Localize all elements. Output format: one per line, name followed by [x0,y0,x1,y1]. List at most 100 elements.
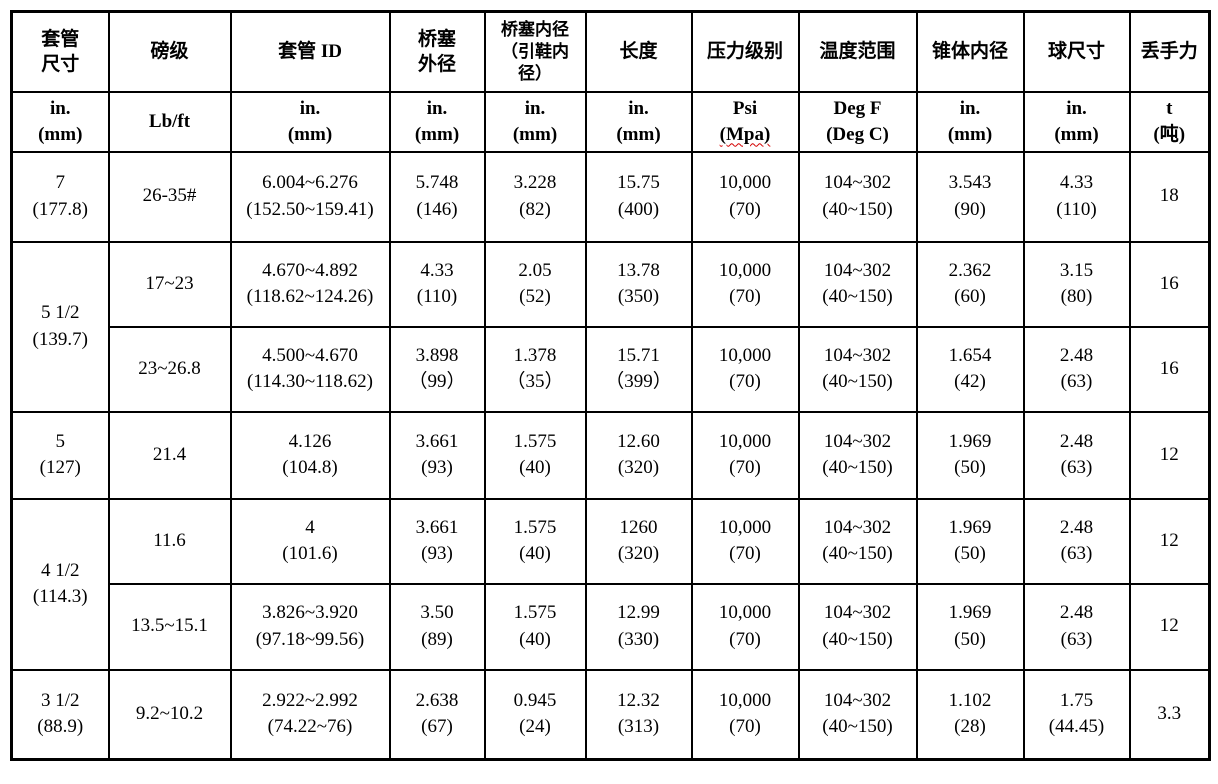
cell-pressure: 10,000 (70) [690,240,800,328]
cell-plug-id: 1.575 (40) [483,582,587,671]
cell-cone-id: 1.969 (50) [915,582,1025,671]
cell-weight-grade: 26-35# [107,150,232,243]
cell-length: 15.71 （399） [584,325,693,413]
cell-length: 15.75 (400) [584,150,693,243]
cell-casing-size: 7 (177.8) [10,150,110,243]
cell-pressure: 10,000 (70) [690,582,800,671]
cell-plug-od: 3.50 (89) [388,582,486,671]
table-row: 5 1/2 (139.7) 17~23 4.670~4.892 (118.62~… [10,240,1211,413]
cell-drop-force: 12 [1128,410,1211,500]
cell-weight-grade: 23~26.8 [107,325,232,413]
cell-plug-id: 1.378 （35） [483,325,587,413]
cell-ball-size: 2.48 (63) [1022,582,1131,671]
cell-ball-size: 2.48 (63) [1022,497,1131,585]
cell-cone-id: 1.969 (50) [915,497,1025,585]
cell-plug-od: 3.661 (93) [388,497,486,585]
header-temp-range: 温度范围 [797,10,918,93]
cell-pressure: 10,000 (70) [690,410,800,500]
cell-plug-od: 4.33 (110) [388,240,486,328]
units-row: in. (mm) Lb/ft in. (mm) in. (mm) in. (mm… [10,90,1211,153]
cell-pressure: 10,000 (70) [690,497,800,585]
header-weight-grade: 磅级 [107,10,232,93]
header-plug-id: 桥塞内径 （引鞋内 径） [483,10,587,93]
cell-drop-force: 16 [1128,240,1211,328]
cell-weight-grade: 11.6 [107,497,232,585]
cell-plug-od: 3.661 (93) [388,410,486,500]
cell-ball-size: 1.75 (44.45) [1022,668,1131,761]
cell-cone-id: 3.543 (90) [915,150,1025,243]
header-pressure-rating: 压力级别 [690,10,800,93]
cell-cone-id: 1.102 (28) [915,668,1025,761]
table-row: 13.5~15.1 3.826~3.920 (97.18~99.56) 3.50… [12,582,1211,671]
cell-temp: 104~302 (40~150) [797,582,918,671]
cell-length: 1260 (320) [584,497,693,585]
cell-ball-size: 2.48 (63) [1022,410,1131,500]
cell-ball-size: 2.48 (63) [1022,325,1131,413]
cell-plug-od: 2.638 (67) [388,668,486,761]
cell-length: 12.99 (330) [584,582,693,671]
unit-casing-id: in. (mm) [229,90,391,153]
cell-drop-force: 12 [1128,497,1211,585]
cell-temp: 104~302 (40~150) [797,150,918,243]
header-row: 套管 尺寸 磅级 套管 ID 桥塞 外径 桥塞内径 （引鞋内 径） 长度 压力级… [10,10,1211,93]
cell-casing-id: 2.922~2.992 (74.22~76) [229,668,391,761]
cell-temp: 104~302 (40~150) [797,410,918,500]
cell-drop-force: 3.3 [1128,668,1211,761]
unit-weight-grade: Lb/ft [107,90,232,153]
cell-ball-size: 4.33 (110) [1022,150,1131,243]
cell-ball-size: 3.15 (80) [1022,240,1131,328]
table-row: 5 (127) 21.4 4.126 (104.8) 3.661 (93) 1.… [10,410,1211,500]
cell-casing-id: 6.004~6.276 (152.50~159.41) [229,150,391,243]
unit-temp-range: Deg F (Deg C) [797,90,918,153]
header-length: 长度 [584,10,693,93]
cell-length: 13.78 (350) [584,240,693,328]
cell-pressure: 10,000 (70) [690,668,800,761]
cell-casing-size: 4 1/2 (114.3) [10,497,110,671]
cell-casing-id: 4.670~4.892 (118.62~124.26) [229,240,391,328]
cell-weight-grade: 17~23 [107,240,232,328]
header-cone-id: 锥体内径 [915,10,1025,93]
table-row: 3 1/2 (88.9) 9.2~10.2 2.922~2.992 (74.22… [10,668,1211,761]
unit-pressure-rating: Psi (Mpa) [690,90,800,153]
cell-casing-id: 3.826~3.920 (97.18~99.56) [229,582,391,671]
cell-cone-id: 2.362 (60) [915,240,1025,328]
cell-casing-size: 3 1/2 (88.9) [10,668,110,761]
cell-plug-id: 3.228 (82) [483,150,587,243]
cell-drop-force: 12 [1128,582,1211,671]
cell-weight-grade: 13.5~15.1 [107,582,232,671]
cell-casing-id: 4.500~4.670 (114.30~118.62) [229,325,391,413]
unit-plug-od: in. (mm) [388,90,486,153]
header-drop-force: 丢手力 [1128,10,1211,93]
cell-plug-od: 5.748 (146) [388,150,486,243]
cell-drop-force: 18 [1128,150,1211,243]
table-row: 4 1/2 (114.3) 11.6 4 (101.6) 3.661 (93) … [10,497,1211,671]
cell-plug-od: 3.898 （99） [388,325,486,413]
unit-drop-force: t (吨) [1128,90,1211,153]
cell-temp: 104~302 (40~150) [797,240,918,328]
cell-pressure: 10,000 (70) [690,325,800,413]
header-ball-size: 球尺寸 [1022,10,1131,93]
header-casing-id: 套管 ID [229,10,391,93]
cell-temp: 104~302 (40~150) [797,497,918,585]
cell-casing-size: 5 (127) [10,410,110,500]
page: 套管 尺寸 磅级 套管 ID 桥塞 外径 桥塞内径 （引鞋内 径） 长度 压力级… [0,10,1218,761]
table-row: 23~26.8 4.500~4.670 (114.30~118.62) 3.89… [12,325,1211,413]
cell-drop-force: 16 [1128,325,1211,413]
cell-plug-id: 1.575 (40) [483,410,587,500]
cell-casing-id: 4 (101.6) [229,497,391,585]
header-plug-od: 桥塞 外径 [388,10,486,93]
cell-length: 12.32 (313) [584,668,693,761]
unit-casing-size: in. (mm) [10,90,110,153]
table-row: 7 (177.8) 26-35# 6.004~6.276 (152.50~159… [10,150,1211,243]
cell-casing-size: 5 1/2 (139.7) [10,240,110,413]
unit-cone-id: in. (mm) [915,90,1025,153]
bridge-plug-spec-table: 套管 尺寸 磅级 套管 ID 桥塞 外径 桥塞内径 （引鞋内 径） 长度 压力级… [10,10,1211,761]
cell-temp: 104~302 (40~150) [797,668,918,761]
cell-cone-id: 1.969 (50) [915,410,1025,500]
cell-cone-id: 1.654 (42) [915,325,1025,413]
mpa-spellcheck-underline: (Mpa) [719,123,771,145]
cell-pressure: 10,000 (70) [690,150,800,243]
cell-length: 12.60 (320) [584,410,693,500]
header-casing-size: 套管 尺寸 [10,10,110,93]
unit-ball-size: in. (mm) [1022,90,1131,153]
